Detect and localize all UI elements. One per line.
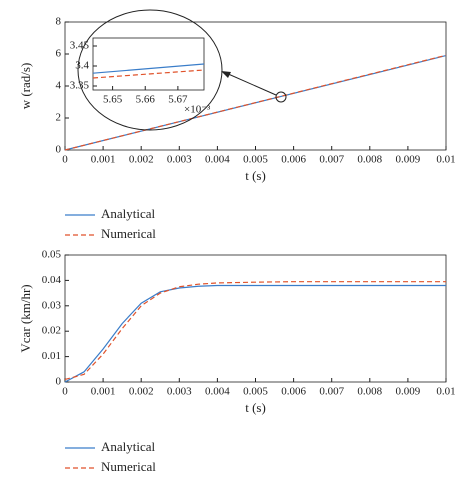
x-tick-label: 0: [62, 154, 68, 166]
y-tick-label: 2: [56, 112, 62, 124]
x-tick-label: 0.007: [319, 154, 344, 166]
x-tick-label: 0.007: [319, 386, 344, 398]
y-axis-label: Vcar (km/hr): [18, 284, 33, 352]
y-tick-label: 0.04: [42, 274, 62, 286]
legend-label: Analytical: [101, 439, 156, 454]
x-tick-label: 5.67: [168, 94, 188, 106]
series-line: [64, 54, 447, 151]
series-line: [92, 63, 205, 74]
y-tick-label: 0: [56, 376, 62, 388]
series-line: [92, 69, 205, 79]
y-tick-label: 6: [56, 48, 62, 60]
y-axis-label: w (rad/s): [18, 63, 33, 110]
x-multiplier: ×10⁻³: [184, 104, 211, 116]
x-tick-label: 0.008: [357, 154, 382, 166]
y-tick-label: 8: [56, 16, 62, 28]
series-line: [64, 281, 446, 381]
x-tick-label: 0.009: [396, 386, 421, 398]
x-tick-label: 0.009: [396, 154, 421, 166]
y-tick-label: 3.4: [75, 60, 89, 72]
x-tick-label: 0.005: [243, 154, 268, 166]
zoom-spot: [275, 91, 287, 103]
x-tick-label: 0.006: [281, 154, 306, 166]
x-axis-label: t (s): [245, 400, 266, 415]
x-tick-label: 0.002: [129, 154, 154, 166]
x-tick-label: 0.006: [281, 386, 306, 398]
legend-label: Analytical: [101, 206, 156, 221]
y-tick-label: 3.35: [70, 80, 90, 92]
x-tick-label: 0.008: [357, 386, 382, 398]
axes-box: [64, 254, 447, 383]
y-tick-label: 0: [56, 144, 62, 156]
chart: 0 0.01 0.02 0.03 0.04 0.05 0 0.001 0.002 0.003 0.0…: [18, 249, 456, 474]
zoom-ellipse: [77, 9, 223, 131]
y-tick-label: 0.03: [42, 299, 62, 311]
y-tick-label: 4: [56, 80, 62, 92]
x-tick-label: 5.66: [136, 94, 156, 106]
series-line: [64, 284, 446, 383]
chart: 0 2 4 6 8 0 0.001 0.002 0.003 0.004 0.005 0.006 0.00…: [18, 16, 456, 241]
legend-label: Numerical: [101, 226, 156, 241]
x-tick-label: 0.002: [129, 386, 154, 398]
y-tick-label: 3.45: [70, 40, 90, 52]
legend-label: Numerical: [101, 459, 156, 474]
x-tick-label: 0.005: [243, 386, 268, 398]
x-tick-label: 0.004: [205, 386, 230, 398]
x-tick-label: 0.004: [205, 154, 230, 166]
x-tick-label: 0.01: [436, 154, 455, 166]
zoom-arrow: [225, 72, 277, 96]
arrow-head: [221, 71, 231, 78]
x-tick-label: 0.003: [167, 154, 192, 166]
inset-background: [93, 38, 204, 90]
y-tick-label: 0.05: [42, 249, 62, 261]
x-tick-label: 0.01: [436, 386, 455, 398]
x-tick-label: 5.65: [103, 94, 123, 106]
y-tick-label: 0.02: [42, 325, 61, 337]
x-tick-label: 0.003: [167, 386, 192, 398]
x-tick-label: 0.001: [91, 154, 116, 166]
x-tick-label: 0: [62, 386, 68, 398]
x-tick-label: 0.001: [91, 386, 116, 398]
chart: 3.35 3.4 3.45 5.65 5.66 5.67×10⁻³: [70, 37, 211, 116]
y-tick-label: 0.01: [42, 350, 61, 362]
x-axis-label: t (s): [245, 168, 266, 183]
